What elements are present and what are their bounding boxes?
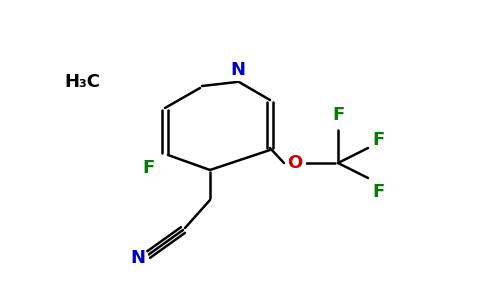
Text: O: O [287, 154, 302, 172]
Text: H₃C: H₃C [64, 73, 100, 91]
Text: F: F [372, 131, 384, 149]
Text: F: F [142, 159, 154, 177]
Text: N: N [230, 61, 245, 79]
Text: F: F [332, 106, 344, 124]
Text: N: N [131, 249, 146, 267]
Text: F: F [372, 183, 384, 201]
